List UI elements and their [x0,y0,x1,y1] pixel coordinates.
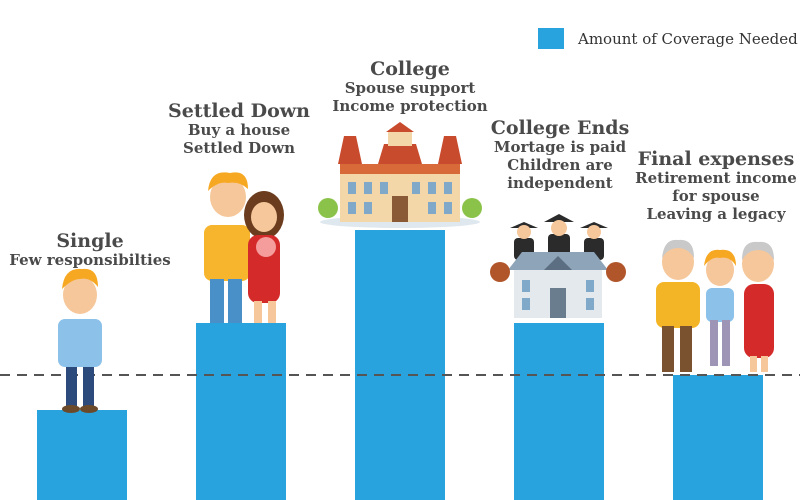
stage-description: Spouse support [344,79,476,98]
stage-description: independent [507,173,613,192]
stage-description: for spouse [672,187,760,206]
stage-title: College Ends [490,117,630,139]
legend: Amount of Coverage Needed [538,28,798,49]
legend-swatch [538,28,564,49]
stage-description: Children are [507,156,613,175]
graduates-school-illustration [490,214,626,318]
stage-description: Retirement income [635,169,797,188]
stage-title: Final expenses [637,148,795,170]
bar-settled-down [196,323,286,500]
stage-label: Settled Down Buy a house Settled Down [154,100,324,158]
boy-illustration [58,268,102,413]
stage-title: College [370,58,450,80]
stage-description: Mortage is paid [493,138,627,157]
young-couple-illustration [204,172,284,323]
grandparents-family-illustration [656,239,774,372]
bar-college [355,230,445,500]
stage-label: College Ends Mortage is paid Children are i… [475,117,645,192]
bar-final-expenses [673,375,763,500]
stage-description: Buy a house [187,121,291,140]
stage-label: Final expenses Retirement income for spous… [631,148,800,223]
stage-title: Single [56,230,124,252]
bar-single [37,410,127,500]
stage-label: Single Few responsibilties [5,230,175,270]
stage-title: Settled Down [168,100,310,122]
stage-description: Leaving a legacy [646,204,786,223]
legend-label: Amount of Coverage Needed [578,29,798,48]
stage-description: Income protection [332,97,488,116]
bar-college-ends [514,323,604,500]
college-building-illustration [318,122,482,228]
stage-label: College Spouse support Income protection [325,58,495,116]
stage-description: Few responsibilties [9,251,171,270]
stage-description: Settled Down [182,139,296,158]
